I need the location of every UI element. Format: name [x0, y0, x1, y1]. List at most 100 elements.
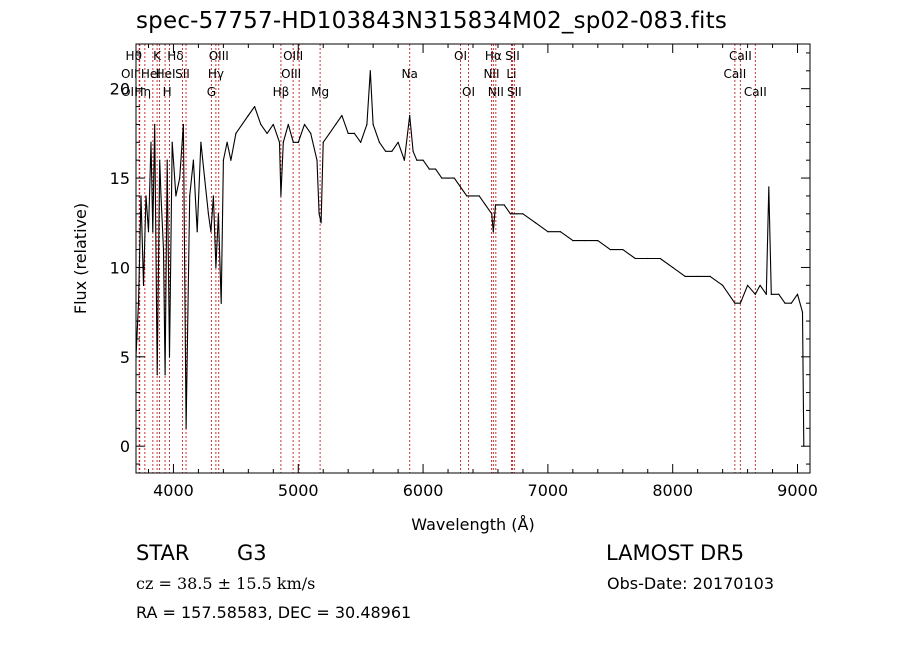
series-point [765, 293, 767, 295]
series-point [366, 123, 368, 126]
series-point [189, 195, 191, 197]
series-point [175, 195, 177, 197]
x-tick-label: 8000 [652, 481, 693, 500]
line-label-27: CaII [723, 67, 746, 81]
series-point [801, 311, 804, 313]
series-point [160, 195, 162, 197]
series-point [145, 195, 147, 197]
series-point [154, 123, 156, 126]
series-point [494, 204, 497, 206]
line-label-28: CaII [729, 49, 752, 63]
line-label-14: Hβ [273, 85, 290, 99]
line-label-29: CaII [744, 85, 767, 99]
series-point [280, 195, 282, 197]
series-point [292, 141, 294, 143]
series-point [434, 168, 437, 170]
survey-name: LAMOST DR5 [606, 541, 745, 565]
series-point [272, 123, 274, 126]
series-point [597, 240, 599, 242]
series-point [142, 284, 145, 286]
line-label-0: Hθ [126, 49, 142, 63]
x-tick-label: 6000 [403, 481, 444, 500]
series-point [492, 231, 494, 233]
series-point [534, 222, 537, 224]
series-point [310, 132, 312, 134]
series-point [182, 123, 185, 126]
object-subclass: G3 [237, 541, 267, 565]
series-point [210, 231, 212, 233]
series-point [196, 231, 198, 233]
series-point [235, 132, 237, 134]
series-point [369, 70, 371, 72]
series-point [328, 132, 331, 134]
series-point [472, 195, 474, 197]
x-tick-label: 5000 [278, 481, 319, 500]
series-point [459, 186, 462, 188]
series-point [759, 284, 761, 286]
series-point [634, 257, 636, 260]
series-point [171, 141, 173, 143]
series-point [385, 150, 387, 152]
series-point [722, 284, 724, 286]
series-point [200, 141, 202, 143]
series-point [778, 293, 780, 295]
series-point [204, 177, 206, 179]
series-point [466, 195, 468, 197]
series-point [179, 177, 181, 179]
series-point [260, 123, 262, 126]
series-point [770, 293, 772, 295]
series-point [447, 177, 449, 179]
series-point [422, 159, 424, 161]
series-point [484, 204, 487, 206]
series-point [297, 141, 299, 143]
series-point [147, 231, 150, 233]
series-point [168, 356, 171, 358]
series-point [378, 141, 380, 143]
series-point [709, 275, 711, 277]
line-label-1: OII [121, 67, 138, 81]
series-point [796, 293, 799, 295]
series-point [150, 141, 152, 143]
series-point [754, 293, 756, 295]
line-label-12: Hγ [208, 67, 224, 81]
series-point [320, 222, 322, 224]
series-point [341, 114, 343, 117]
series-point [609, 248, 611, 251]
series-point [522, 213, 524, 215]
line-label-9: SII [175, 67, 190, 81]
series-point [572, 240, 574, 242]
line-label-20: OI [462, 85, 475, 99]
y-tick-label: 5 [120, 348, 130, 367]
series-point [247, 114, 249, 117]
series-point [282, 141, 284, 143]
series-point [230, 159, 232, 161]
series-point [159, 159, 161, 161]
series-point [397, 141, 399, 143]
series-point [547, 231, 549, 233]
series-point [152, 231, 154, 233]
y-axis-label: Flux (relative) [71, 203, 90, 314]
series-point [784, 302, 786, 304]
series-0 [135, 70, 805, 447]
series-point [503, 204, 505, 206]
series-point [409, 114, 411, 117]
line-label-7: H [163, 85, 172, 99]
series-point [222, 159, 224, 161]
series-point [403, 159, 405, 161]
series-point [140, 195, 142, 197]
series-point [278, 141, 281, 143]
line-label-17: Mg [311, 85, 329, 99]
series-point [428, 168, 430, 170]
series-point [768, 186, 770, 188]
plot-frame [135, 43, 811, 474]
line-label-13: OIII [209, 49, 229, 63]
line-label-2: OII [121, 85, 138, 99]
series-point [185, 427, 187, 429]
x-axis-label: Wavelength (Å) [411, 515, 534, 534]
series-point [441, 177, 443, 179]
series-point [220, 302, 222, 304]
series-point [353, 132, 356, 134]
series-point [266, 132, 268, 134]
y-tick-label: 10 [110, 258, 130, 277]
